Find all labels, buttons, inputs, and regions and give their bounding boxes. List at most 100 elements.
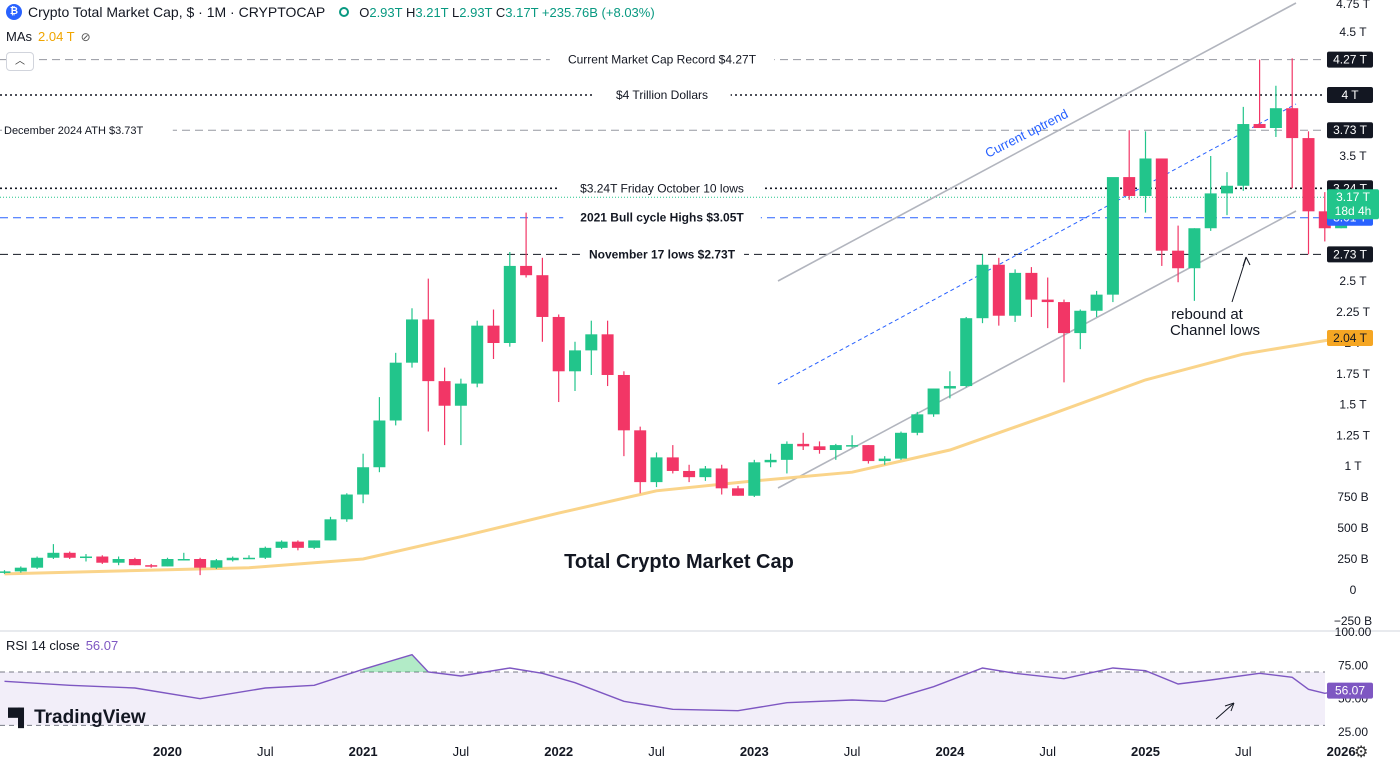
candle-body[interactable] [862, 445, 875, 462]
candle-body[interactable] [976, 264, 989, 319]
tradingview-logo[interactable]: ▀▌ TradingView [8, 707, 146, 729]
candle-body[interactable] [601, 334, 614, 375]
candle-body[interactable] [585, 334, 598, 351]
candle-body[interactable] [650, 457, 663, 483]
candle-body[interactable] [634, 430, 647, 483]
candle-body[interactable] [487, 325, 500, 343]
candle-body[interactable] [226, 557, 239, 561]
candle-body[interactable] [145, 565, 158, 567]
ma-legend[interactable]: MAs 2.04 T ⊘ [6, 29, 91, 44]
candle-body[interactable] [0, 571, 11, 573]
candle-body[interactable] [308, 540, 321, 548]
candle-body[interactable] [569, 350, 581, 372]
candle-body[interactable] [291, 541, 304, 548]
candle-body[interactable] [1204, 193, 1217, 229]
candle-body[interactable] [813, 446, 826, 451]
candle-body[interactable] [1106, 177, 1119, 295]
candle-body[interactable] [96, 556, 109, 563]
candle-body[interactable] [1172, 250, 1185, 269]
candle-body[interactable] [1269, 108, 1282, 128]
candle-body[interactable] [764, 459, 777, 463]
rsi-line[interactable] [4, 653, 1342, 712]
x-axis-tick-label: Jul [844, 744, 861, 759]
candle-body[interactable] [666, 457, 679, 471]
uptrend-annotation: Current uptrend [983, 106, 1071, 161]
candle-body[interactable] [992, 264, 1005, 316]
channel-upper-line[interactable] [777, 2, 1297, 282]
candle-body[interactable] [1302, 138, 1315, 212]
candle-body[interactable] [31, 557, 44, 568]
candle-body[interactable] [161, 559, 174, 567]
candle-body[interactable] [797, 443, 810, 447]
candle-body[interactable] [943, 386, 956, 389]
candle-body[interactable] [389, 362, 402, 421]
level-label: $4 Trillion Dollars [616, 88, 708, 102]
candle-body[interactable] [422, 319, 435, 382]
candle-body[interactable] [128, 559, 141, 566]
candle-body[interactable] [503, 265, 516, 343]
rsi-legend[interactable]: RSI 14 close 56.07 [6, 638, 118, 653]
candle-body[interactable] [1074, 310, 1087, 334]
candle-body[interactable] [699, 468, 712, 478]
candle-body[interactable] [552, 316, 565, 372]
level-label-bg [2, 122, 173, 138]
candle-body[interactable] [878, 458, 891, 462]
candle-body[interactable] [210, 560, 223, 568]
candle-body[interactable] [243, 557, 255, 560]
candle-body[interactable] [1188, 228, 1201, 269]
candle-body[interactable] [259, 547, 272, 558]
eye-off-icon[interactable]: ⊘ [80, 29, 91, 44]
candle-body[interactable] [177, 559, 190, 561]
candle-body[interactable] [406, 319, 418, 363]
candle-body[interactable] [1025, 272, 1038, 300]
candle-body[interactable] [340, 494, 353, 520]
candle-body[interactable] [829, 445, 842, 451]
candle-body[interactable] [1009, 272, 1022, 316]
candle-body[interactable] [927, 388, 940, 415]
candle-body[interactable] [1058, 302, 1070, 334]
candle-body[interactable] [715, 468, 728, 489]
candle-body[interactable] [780, 443, 793, 460]
candle-body[interactable] [194, 559, 207, 568]
candle-body[interactable] [14, 567, 27, 572]
channel-lower-line[interactable] [777, 210, 1297, 489]
candle-body[interactable] [748, 462, 761, 496]
candle-body[interactable] [1221, 185, 1233, 194]
uptrend-line[interactable] [777, 103, 1297, 385]
candle-body[interactable] [911, 414, 924, 433]
candle-body[interactable] [1123, 177, 1136, 196]
candle-body[interactable] [112, 559, 125, 563]
candle-body[interactable] [80, 556, 92, 559]
candle-body[interactable] [1139, 158, 1152, 196]
candle-body[interactable] [960, 318, 973, 387]
candle-body[interactable] [47, 552, 60, 558]
candle-body[interactable] [357, 467, 370, 495]
candle-body[interactable] [617, 374, 630, 431]
gear-icon[interactable]: ⚙ [1354, 744, 1369, 761]
candle-body[interactable] [683, 470, 696, 478]
candle-body[interactable] [520, 265, 533, 276]
level-label-bg [559, 180, 765, 196]
candle-body[interactable] [1253, 124, 1266, 128]
candle-body[interactable] [1155, 158, 1168, 251]
candle-body[interactable] [471, 325, 484, 384]
candle-body[interactable] [1090, 294, 1103, 311]
candle-body[interactable] [1286, 108, 1299, 139]
candle-body[interactable] [732, 488, 744, 496]
candle-body[interactable] [373, 420, 386, 468]
candle-body[interactable] [846, 445, 859, 447]
symbol-title[interactable]: Crypto Total Market Cap, $ · 1M · CRYPTO… [28, 4, 326, 20]
candle-body[interactable] [536, 275, 549, 317]
rsi-value: 56.07 [85, 638, 119, 653]
candle-body[interactable] [438, 381, 451, 406]
candle-body[interactable] [275, 541, 288, 548]
candle-body[interactable] [1237, 124, 1250, 186]
candle-body[interactable] [454, 383, 467, 406]
crypto-symbol-icon[interactable]: ₿ [6, 4, 22, 20]
candle-body[interactable] [324, 519, 337, 541]
chevron-up-icon[interactable]: ︿ [6, 52, 34, 71]
candle-body[interactable] [1041, 299, 1054, 303]
candle-body[interactable] [895, 432, 907, 459]
candle-body[interactable] [63, 552, 76, 558]
